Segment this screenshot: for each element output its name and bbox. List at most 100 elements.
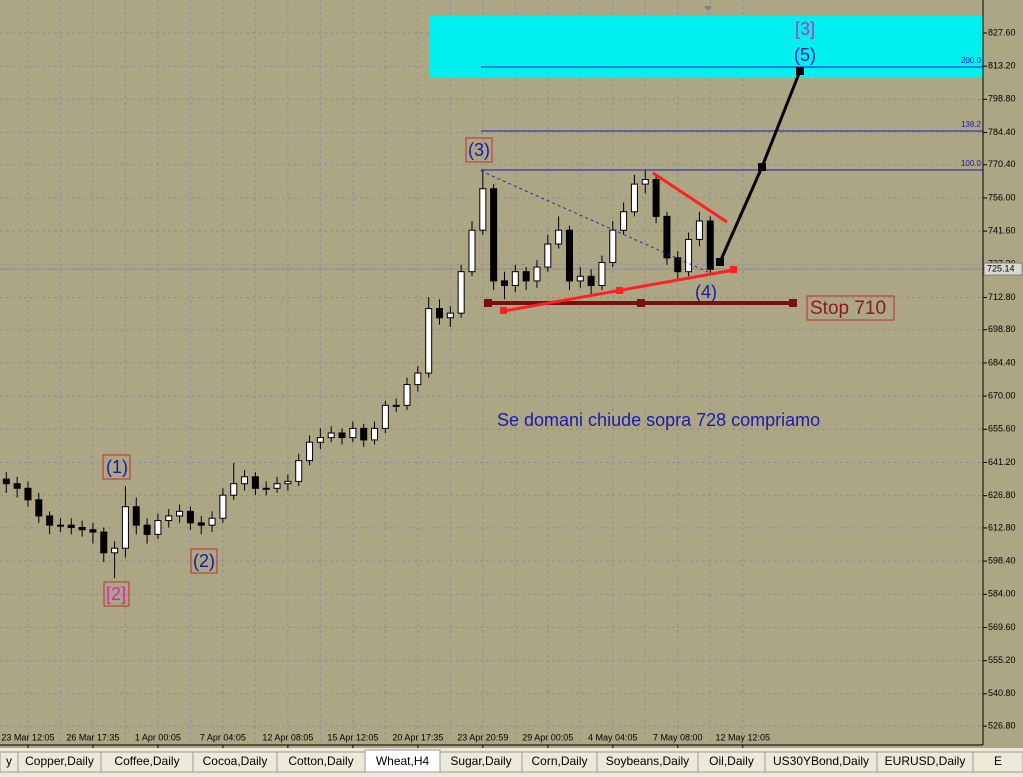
candle-body bbox=[316, 437, 324, 443]
y-tick-label: 540.80 bbox=[988, 688, 1016, 698]
candle-body bbox=[46, 515, 54, 526]
target-zone bbox=[429, 16, 983, 78]
tab-label[interactable]: Oil,Daily bbox=[709, 754, 754, 768]
label-box bbox=[465, 137, 493, 163]
candle-body bbox=[273, 483, 281, 489]
x-tick-label: 7 May 08:00 bbox=[653, 732, 703, 742]
y-tick-label: 712.80 bbox=[988, 292, 1016, 302]
comment: Se domani chiude sopra 728 compriamo bbox=[497, 410, 820, 430]
handle bbox=[730, 266, 737, 273]
tab-label[interactable]: Wheat,H4 bbox=[376, 754, 430, 768]
candle-body bbox=[544, 243, 552, 268]
x-tick-label: 20 Apr 17:35 bbox=[392, 732, 443, 742]
stop-label: Stop 710 bbox=[810, 298, 886, 319]
label-box bbox=[102, 454, 131, 480]
fib-label: 100.0 bbox=[961, 159, 982, 168]
y-tick-label: 612.80 bbox=[988, 522, 1016, 532]
tab[interactable] bbox=[972, 751, 1023, 773]
y-tick-label: 784.40 bbox=[988, 127, 1016, 137]
candle-body bbox=[327, 432, 335, 439]
candle-body bbox=[251, 476, 259, 489]
tab-label[interactable]: E bbox=[994, 754, 1002, 768]
y-tick-label: 626.80 bbox=[988, 490, 1016, 500]
tab-label[interactable]: Sugar,Daily bbox=[450, 754, 511, 768]
candle-body bbox=[132, 506, 140, 526]
tab-label[interactable]: Copper,Daily bbox=[25, 754, 94, 768]
tab-label[interactable]: Soybeans,Daily bbox=[606, 754, 689, 768]
candle-body bbox=[338, 432, 346, 439]
y-tick-label: 670.00 bbox=[988, 390, 1016, 400]
candle-body bbox=[587, 275, 595, 287]
candle-body bbox=[111, 547, 119, 554]
tab-label[interactable]: Cocoa,Daily bbox=[203, 754, 268, 768]
candle-body bbox=[35, 499, 43, 517]
candle-body bbox=[663, 215, 671, 259]
candle-body bbox=[262, 487, 270, 490]
candle-body bbox=[176, 510, 184, 517]
candle-body bbox=[403, 384, 411, 406]
handle bbox=[616, 287, 623, 294]
candle-body bbox=[457, 271, 465, 314]
tab-label[interactable]: y bbox=[6, 754, 12, 768]
candle-body bbox=[565, 229, 573, 282]
handle bbox=[500, 307, 507, 314]
marker bbox=[704, 6, 712, 11]
candle-body bbox=[630, 183, 638, 213]
fib-label: 138.2 bbox=[961, 120, 982, 129]
candle-body bbox=[154, 520, 162, 535]
candle-body bbox=[165, 515, 173, 522]
candle-body bbox=[576, 275, 584, 282]
tab-label[interactable]: Cotton,Daily bbox=[288, 754, 353, 768]
candle-body bbox=[706, 220, 714, 270]
candles bbox=[2, 170, 714, 579]
x-tick-label: 29 Apr 00:05 bbox=[522, 732, 573, 742]
y-tick-label: 569.60 bbox=[988, 622, 1016, 632]
candle-body bbox=[241, 476, 249, 485]
candle-body bbox=[2, 478, 10, 485]
label-box bbox=[190, 548, 218, 574]
y-tick-label: 798.80 bbox=[988, 94, 1016, 104]
wave-label: (4) bbox=[695, 282, 717, 302]
tab-label[interactable]: Coffee,Daily bbox=[114, 754, 179, 768]
tab-label[interactable]: Corn,Daily bbox=[531, 754, 587, 768]
candle-body bbox=[479, 188, 487, 231]
candle-body bbox=[685, 238, 693, 273]
candle-body bbox=[56, 524, 64, 527]
candle-body bbox=[414, 372, 422, 386]
tab-label[interactable]: US30YBond,Daily bbox=[773, 754, 869, 768]
y-tick-label: 684.40 bbox=[988, 357, 1016, 367]
candle-body bbox=[609, 229, 617, 263]
candle-body bbox=[349, 427, 357, 439]
handle bbox=[758, 163, 766, 171]
candle-body bbox=[436, 308, 443, 319]
candle-body bbox=[392, 404, 400, 407]
y-tick-label: 698.80 bbox=[988, 324, 1016, 334]
candle-body bbox=[598, 261, 606, 287]
candle-body bbox=[13, 483, 21, 489]
candle-body bbox=[121, 506, 129, 549]
tabs: y Copper,Daily Coffee,Daily Cocoa,Daily Cott… bbox=[0, 749, 1023, 773]
y-tick-label: 641.20 bbox=[988, 457, 1016, 467]
y-tick-label: 813.20 bbox=[988, 61, 1016, 71]
handle bbox=[484, 299, 492, 307]
y-tick-label: 655.60 bbox=[988, 424, 1016, 434]
y-tick-label: 756.00 bbox=[988, 192, 1016, 202]
candle-body bbox=[533, 266, 541, 282]
y-tick-label: 741.60 bbox=[988, 226, 1016, 236]
x-tick-label: 23 Mar 12:05 bbox=[1, 732, 54, 742]
x-tick-label: 23 Apr 20:59 bbox=[457, 732, 508, 742]
candle-body bbox=[490, 188, 498, 282]
candle-body bbox=[186, 510, 194, 524]
wave-label: [3] bbox=[795, 19, 815, 39]
candle-body bbox=[652, 179, 660, 217]
handle bbox=[789, 299, 797, 307]
candle-body bbox=[78, 526, 86, 531]
y-tick-label: 526.80 bbox=[988, 720, 1016, 730]
wave-label: (3) bbox=[468, 140, 490, 160]
tab-label[interactable]: EURUSD,Daily bbox=[885, 754, 966, 768]
x-tick-label: 4 May 04:05 bbox=[588, 732, 638, 742]
x-tick-label: 7 Apr 04:05 bbox=[200, 732, 246, 742]
price-box bbox=[983, 262, 1023, 276]
candle-body bbox=[620, 211, 628, 231]
